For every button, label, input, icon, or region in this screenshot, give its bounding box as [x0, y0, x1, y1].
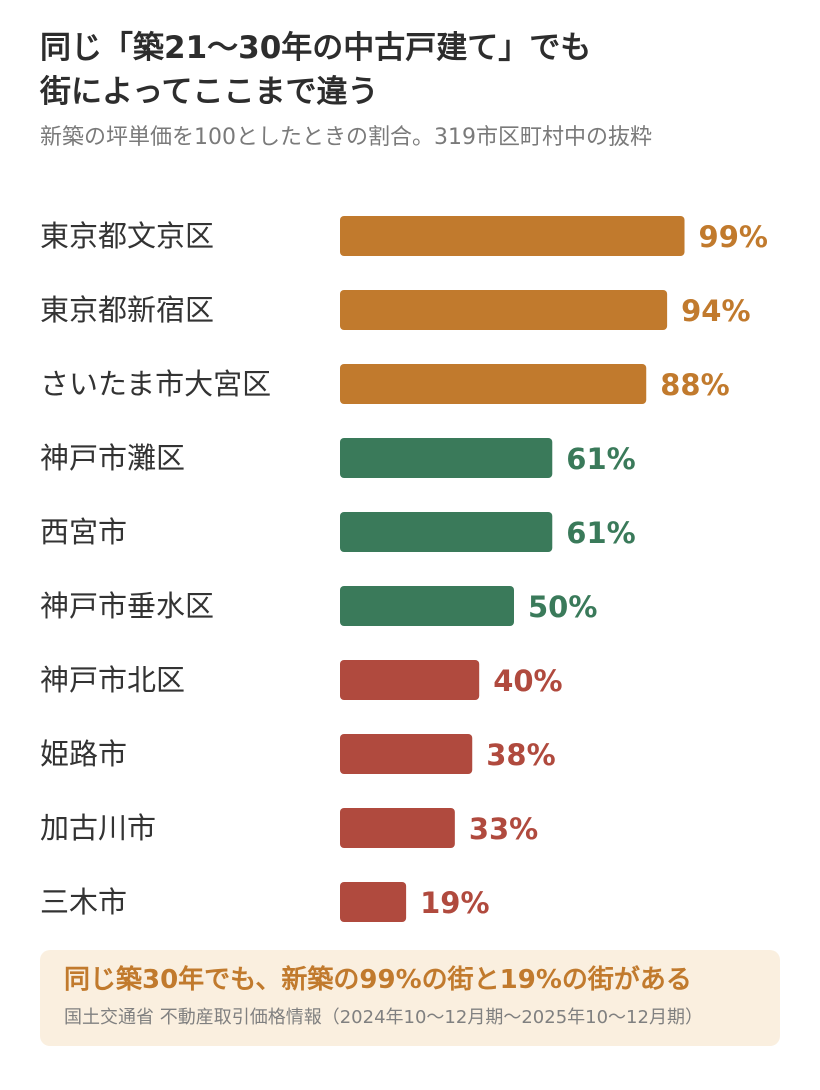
- value-label: 94%: [681, 294, 750, 328]
- title-line-1: 同じ「築21〜30年の中古戸建て」でも: [40, 30, 592, 66]
- category-label: 神戸市灘区: [40, 441, 185, 475]
- bar: [340, 660, 480, 700]
- bar: [340, 290, 668, 330]
- value-label: 38%: [486, 738, 555, 772]
- bar: [340, 438, 553, 478]
- category-label: 西宮市: [40, 515, 127, 549]
- bar-chart: 東京都文京区 99% 東京都新宿区 94% さいたま市大宮区 88% 神戸市灘区 61% 西宮市…: [40, 216, 768, 922]
- value-label: 19%: [420, 886, 489, 920]
- chart-subtitle: 新築の坪単価を100としたときの割合。319市区町村中の抜粋: [40, 125, 652, 150]
- value-label: 88%: [660, 368, 729, 402]
- bar: [340, 808, 455, 848]
- category-label: 姫路市: [40, 737, 127, 771]
- summary-headline: 同じ築30年でも、新築の99%の街と19%の街がある: [64, 965, 692, 995]
- bar: [340, 512, 553, 552]
- value-label: 33%: [469, 812, 538, 846]
- bar: [340, 216, 685, 256]
- value-label: 40%: [493, 664, 562, 698]
- source-note: 国土交通省 不動産取引価格情報（2024年10〜12月期〜2025年10〜12月…: [64, 1007, 703, 1028]
- category-label: 神戸市北区: [40, 663, 185, 697]
- value-label: 50%: [528, 590, 597, 624]
- category-label: 東京都文京区: [40, 219, 214, 253]
- category-label: 三木市: [40, 885, 127, 919]
- category-label: 加古川市: [40, 811, 156, 845]
- category-label: 東京都新宿区: [40, 293, 214, 327]
- bar: [340, 882, 407, 922]
- value-label: 99%: [699, 220, 768, 254]
- bar: [340, 586, 514, 626]
- value-label: 61%: [566, 442, 635, 476]
- category-label: さいたま市大宮区: [40, 367, 271, 401]
- bar: [340, 734, 473, 774]
- title-line-2: 街によってここまで違う: [40, 74, 379, 110]
- category-label: 神戸市垂水区: [40, 589, 214, 623]
- bar: [340, 364, 647, 404]
- value-label: 61%: [566, 516, 635, 550]
- chart-title: 同じ「築21〜30年の中古戸建て」でも 街によってここまで違う: [40, 26, 780, 114]
- summary-box: 同じ築30年でも、新築の99%の街と19%の街がある 国土交通省 不動産取引価格…: [40, 950, 780, 1046]
